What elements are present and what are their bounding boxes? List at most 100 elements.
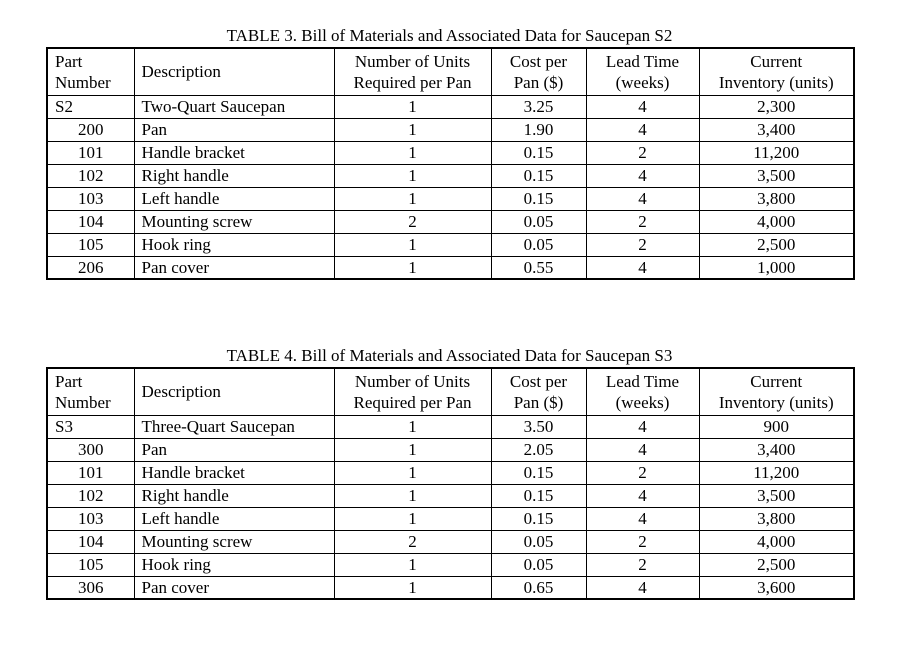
units-required-per-pan-cell: 1 — [333, 437, 492, 462]
description-cell: Right handle — [133, 483, 335, 508]
lead-time-cell: 4 — [585, 414, 700, 439]
table3-bill-of-materials: Part Number Description Number of Units Requ… — [46, 47, 855, 280]
table-row: 102 Right handle 1 0.15 4 3,500 — [46, 163, 855, 188]
cost-per-pan-cell: 0.15 — [490, 460, 587, 485]
table-row: 104 Mounting screw 2 0.05 2 4,000 — [46, 529, 855, 554]
cost-per-pan-cell: 0.05 — [490, 209, 587, 234]
table4-title: TABLE 4. Bill of Materials and Associate… — [226, 346, 673, 365]
lead-time-cell: 2 — [585, 140, 700, 165]
cost-per-pan-cell: 0.15 — [490, 506, 587, 531]
table3-body: S2 Two-Quart Saucepan 1 3.25 4 2,300 200 Pan 1 1.… — [46, 94, 855, 280]
units-required-per-pan-cell: 1 — [333, 94, 492, 119]
current-inventory-cell: 3,600 — [698, 575, 855, 600]
units-required-per-pan-cell: 1 — [333, 117, 492, 142]
cost-per-pan-cell: 0.55 — [490, 255, 587, 280]
units-required-per-pan-cell: 1 — [333, 414, 492, 439]
current-inventory-cell: 900 — [698, 414, 855, 439]
description-cell: Two-Quart Saucepan — [133, 94, 335, 119]
part-number-cell: 104 — [46, 209, 135, 234]
table-row: 101 Handle bracket 1 0.15 2 11,200 — [46, 460, 855, 485]
column-header-units-required-per-pan: Number of Units Required per Pan — [333, 367, 492, 416]
header-row: Part Number Description Number of Units Requ… — [46, 47, 855, 96]
cost-per-pan-cell: 0.65 — [490, 575, 587, 600]
table3-section: TABLE 3. Bill of Materials and Associate… — [46, 26, 855, 280]
description-cell: Pan cover — [133, 575, 335, 600]
current-inventory-cell: 2,500 — [698, 232, 855, 257]
cost-per-pan-cell: 1.90 — [490, 117, 587, 142]
lead-time-cell: 4 — [585, 575, 700, 600]
part-number-cell: 102 — [46, 483, 135, 508]
description-cell: Hook ring — [133, 232, 335, 257]
cost-per-pan-cell: 2.05 — [490, 437, 587, 462]
lead-time-cell: 2 — [585, 209, 700, 234]
column-header-current-inventory: Current Inventory (units) — [698, 47, 855, 96]
lead-time-cell: 4 — [585, 483, 700, 508]
cost-per-pan-cell: 3.25 — [490, 94, 587, 119]
table-row: 102 Right handle 1 0.15 4 3,500 — [46, 483, 855, 508]
cost-per-pan-cell: 0.15 — [490, 163, 587, 188]
description-cell: Left handle — [133, 186, 335, 211]
lead-time-cell: 2 — [585, 232, 700, 257]
table3-header: Part Number Description Number of Units Requ… — [46, 47, 855, 96]
units-required-per-pan-cell: 1 — [333, 460, 492, 485]
part-number-cell: 101 — [46, 460, 135, 485]
part-number-cell: 102 — [46, 163, 135, 188]
table-row: 306 Pan cover 1 0.65 4 3,600 — [46, 575, 855, 600]
table4-header: Part Number Description Number of Units Requ… — [46, 367, 855, 416]
table-row: 103 Left handle 1 0.15 4 3,800 — [46, 506, 855, 531]
units-required-per-pan-cell: 1 — [333, 255, 492, 280]
description-cell: Mounting screw — [133, 529, 335, 554]
lead-time-cell: 4 — [585, 186, 700, 211]
units-required-per-pan-cell: 2 — [333, 209, 492, 234]
current-inventory-cell: 2,500 — [698, 552, 855, 577]
description-cell: Pan cover — [133, 255, 335, 280]
units-required-per-pan-cell: 1 — [333, 506, 492, 531]
column-header-units-required-per-pan: Number of Units Required per Pan — [333, 47, 492, 96]
part-number-cell: 103 — [46, 506, 135, 531]
current-inventory-cell: 3,800 — [698, 506, 855, 531]
part-number-cell: S2 — [46, 94, 135, 119]
units-required-per-pan-cell: 1 — [333, 140, 492, 165]
lead-time-cell: 2 — [585, 552, 700, 577]
current-inventory-cell: 1,000 — [698, 255, 855, 280]
table-row: 105 Hook ring 1 0.05 2 2,500 — [46, 552, 855, 577]
description-cell: Three-Quart Saucepan — [133, 414, 335, 439]
lead-time-cell: 4 — [585, 117, 700, 142]
part-number-cell: S3 — [46, 414, 135, 439]
current-inventory-cell: 11,200 — [698, 460, 855, 485]
table4-section: TABLE 4. Bill of Materials and Associate… — [46, 346, 855, 600]
current-inventory-cell: 2,300 — [698, 94, 855, 119]
units-required-per-pan-cell: 1 — [333, 232, 492, 257]
units-required-per-pan-cell: 1 — [333, 552, 492, 577]
current-inventory-cell: 3,800 — [698, 186, 855, 211]
table-row: 105 Hook ring 1 0.05 2 2,500 — [46, 232, 855, 257]
table-row: 206 Pan cover 1 0.55 4 1,000 — [46, 255, 855, 280]
column-header-cost-per-pan: Cost per Pan ($) — [490, 367, 587, 416]
cost-per-pan-cell: 0.15 — [490, 186, 587, 211]
part-number-cell: 105 — [46, 232, 135, 257]
current-inventory-cell: 4,000 — [698, 209, 855, 234]
table-row: S3 Three-Quart Saucepan 1 3.50 4 900 — [46, 414, 855, 439]
description-cell: Right handle — [133, 163, 335, 188]
units-required-per-pan-cell: 1 — [333, 163, 492, 188]
lead-time-cell: 2 — [585, 460, 700, 485]
lead-time-cell: 4 — [585, 255, 700, 280]
part-number-cell: 300 — [46, 437, 135, 462]
column-header-lead-time: Lead Time (weeks) — [585, 47, 700, 96]
part-number-cell: 206 — [46, 255, 135, 280]
current-inventory-cell: 4,000 — [698, 529, 855, 554]
description-cell: Pan — [133, 437, 335, 462]
current-inventory-cell: 3,400 — [698, 117, 855, 142]
part-number-cell: 306 — [46, 575, 135, 600]
units-required-per-pan-cell: 1 — [333, 483, 492, 508]
lead-time-cell: 4 — [585, 94, 700, 119]
column-header-lead-time: Lead Time (weeks) — [585, 367, 700, 416]
description-cell: Left handle — [133, 506, 335, 531]
lead-time-cell: 4 — [585, 163, 700, 188]
units-required-per-pan-cell: 1 — [333, 186, 492, 211]
current-inventory-cell: 3,500 — [698, 163, 855, 188]
table-row: 101 Handle bracket 1 0.15 2 11,200 — [46, 140, 855, 165]
part-number-cell: 101 — [46, 140, 135, 165]
column-header-part-number: Part Number — [46, 367, 135, 416]
column-header-cost-per-pan: Cost per Pan ($) — [490, 47, 587, 96]
